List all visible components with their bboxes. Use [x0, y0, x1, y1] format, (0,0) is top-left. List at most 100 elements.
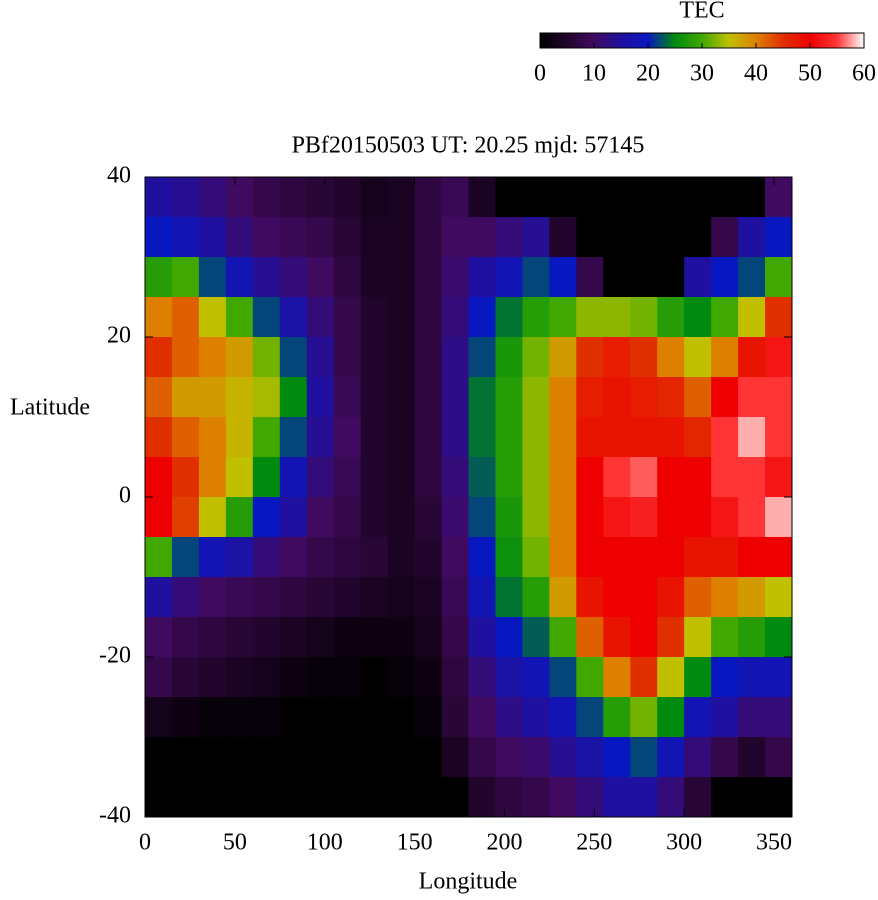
colorbar-swatch: [811, 33, 814, 48]
heatmap-cell: [252, 257, 281, 298]
heatmap-cell: [549, 657, 577, 698]
colorbar-swatch: [570, 33, 573, 48]
y-tick-label: -40: [99, 803, 131, 829]
heatmap-cell: [306, 657, 335, 698]
heatmap-cell: [738, 497, 766, 538]
y-tick-label: -20: [99, 643, 131, 669]
heatmap-cell: [333, 417, 362, 458]
heatmap-cell: [279, 737, 308, 778]
heatmap-cell: [441, 337, 469, 378]
heatmap-cell: [738, 777, 766, 818]
heatmap-cell: [387, 257, 416, 298]
colorbar-swatch: [726, 33, 729, 48]
heatmap-cell: [765, 457, 793, 498]
heatmap-cell: [603, 617, 631, 658]
heatmap-cell: [657, 217, 685, 258]
heatmap-cell: [306, 257, 335, 298]
heatmap-cell: [145, 617, 173, 658]
colorbar-swatch: [780, 33, 784, 48]
heatmap-cell: [657, 457, 685, 498]
heatmap-cell: [225, 377, 254, 418]
heatmap-cell: [333, 697, 362, 738]
heatmap-cell: [495, 537, 523, 578]
heatmap-cell: [549, 537, 577, 578]
heatmap-cell: [522, 177, 550, 218]
colorbar-swatch: [803, 33, 806, 48]
colorbar-swatch: [627, 33, 630, 48]
colorbar-swatch: [695, 33, 699, 48]
colorbar-swatch: [560, 33, 563, 48]
heatmap-cell: [576, 657, 604, 698]
heatmap-cell: [198, 297, 227, 338]
heatmap-cell: [657, 617, 685, 658]
heatmap-cell: [441, 537, 469, 578]
heatmap-cell: [738, 217, 766, 258]
heatmap-cell: [684, 697, 712, 738]
heatmap-cell: [711, 217, 739, 258]
heatmap-cell: [198, 337, 227, 378]
heatmap-cell: [279, 297, 308, 338]
heatmap-cell: [387, 777, 416, 818]
colorbar-swatch: [756, 33, 760, 48]
heatmap-cell: [576, 497, 604, 538]
heatmap-cell: [738, 577, 766, 618]
heatmap-cell: [145, 697, 173, 738]
heatmap-cell: [360, 417, 389, 458]
heatmap-cell: [306, 737, 335, 778]
heatmap-cell: [171, 777, 200, 818]
heatmap-cell: [765, 657, 793, 698]
heatmap-cell: [387, 297, 416, 338]
heatmap-cell: [630, 537, 658, 578]
heatmap-cell: [738, 257, 766, 298]
colorbar-swatch: [679, 33, 683, 48]
heatmap-cell: [765, 777, 793, 818]
heatmap-cell: [495, 777, 523, 818]
colorbar-swatch: [683, 33, 687, 48]
heatmap-cell: [522, 657, 550, 698]
heatmap-cell: [171, 537, 200, 578]
heatmap-cell: [522, 777, 550, 818]
heatmap-cell: [387, 377, 416, 418]
heatmap-cell: [495, 417, 523, 458]
colorbar-swatch: [789, 33, 792, 48]
heatmap-cell: [171, 497, 200, 538]
heatmap-cell: [495, 457, 523, 498]
heatmap-cell: [279, 697, 308, 738]
colorbar-swatch: [821, 33, 824, 48]
heatmap-cell: [198, 777, 227, 818]
heatmap-cell: [711, 417, 739, 458]
colorbar-swatch: [843, 33, 847, 48]
heatmap-cell: [549, 697, 577, 738]
heatmap-cell: [684, 337, 712, 378]
heatmap-cell: [171, 657, 200, 698]
heatmap-cell: [630, 297, 658, 338]
heatmap-cell: [225, 617, 254, 658]
colorbar-swatch: [606, 33, 610, 48]
colorbar-tick-label: 60: [852, 61, 876, 87]
heatmap-cell: [468, 217, 496, 258]
colorbar-swatch: [572, 33, 575, 48]
heatmap-cell: [198, 257, 227, 298]
heatmap-cell: [360, 177, 389, 218]
heatmap-cell: [684, 617, 712, 658]
colorbar-swatch: [742, 33, 746, 48]
colorbar-swatch: [548, 33, 551, 48]
heatmap-cell: [738, 657, 766, 698]
heatmap-cell: [657, 657, 685, 698]
heatmap-cell: [145, 577, 173, 618]
colorbar-swatch: [614, 33, 618, 48]
heatmap-cell: [198, 377, 227, 418]
heatmap-cell: [630, 497, 658, 538]
heatmap-cell: [171, 577, 200, 618]
heatmap-cell: [414, 737, 443, 778]
colorbar-tick-label: 10: [582, 61, 606, 87]
colorbar-swatch: [540, 33, 543, 48]
heatmap-cell: [333, 337, 362, 378]
x-axis-label: Longitude: [419, 869, 518, 895]
heatmap-cell: [738, 337, 766, 378]
y-axis-label: Latitude: [10, 395, 90, 421]
colorbar-swatch: [851, 33, 855, 48]
heatmap-cell: [279, 177, 308, 218]
colorbar-swatch: [762, 33, 766, 48]
heatmap-cell: [145, 457, 173, 498]
